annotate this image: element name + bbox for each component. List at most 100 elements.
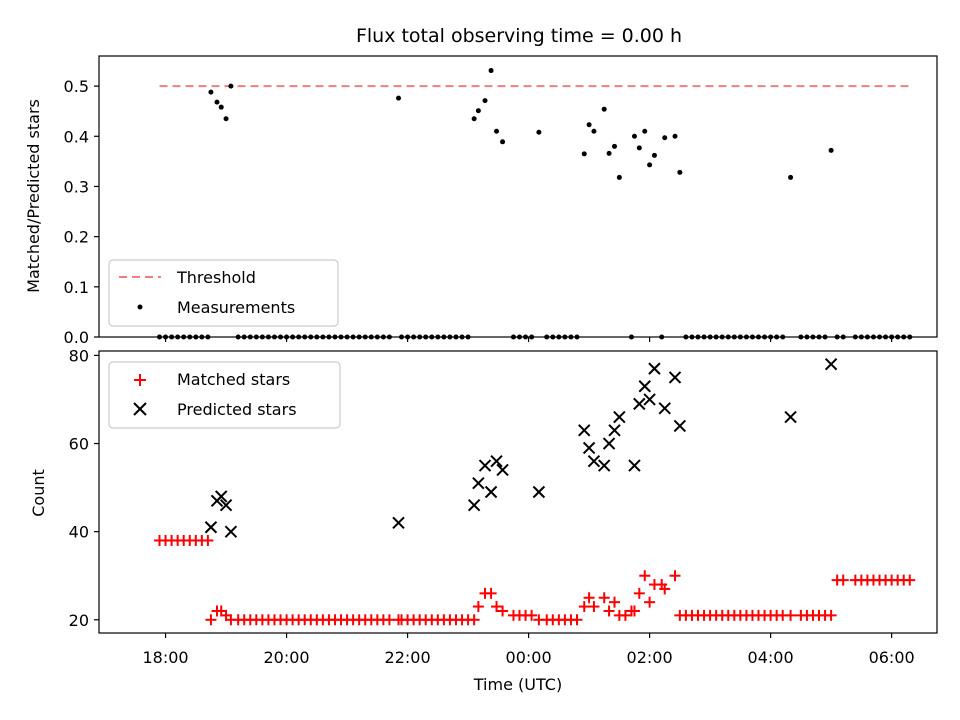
predicted-marker-stroke — [628, 459, 641, 472]
predicted-marker-stroke — [602, 437, 616, 450]
predicted-star-marker — [628, 459, 641, 472]
legend-predicted-label: Predicted stars — [177, 400, 297, 419]
legend-measurements-label: Measurements — [177, 298, 295, 317]
predicted-star-marker — [392, 516, 405, 530]
measurement-point — [471, 116, 477, 122]
matched-star-marker — [603, 605, 615, 617]
matched-star-marker — [205, 614, 217, 626]
matched-star-marker — [588, 601, 600, 613]
predicted-star-marker — [484, 485, 498, 499]
predicted-star-marker — [658, 402, 671, 415]
legend-threshold-label: Threshold — [176, 268, 256, 287]
bottom-panel-marks — [154, 358, 916, 626]
predicted-marker-stroke — [648, 362, 661, 375]
predicted-marker-stroke — [204, 521, 218, 534]
predicted-marker-stroke — [472, 476, 485, 490]
top-y-tick-label: 0.0 — [64, 328, 89, 347]
x-tick-label: 20:00 — [264, 648, 310, 667]
top-legend: Threshold Measurements — [108, 259, 339, 327]
bottom-y-tick-label: 60 — [69, 435, 89, 454]
top-legend-box — [108, 259, 339, 327]
measurement-point — [616, 174, 622, 180]
matched-star-marker — [825, 609, 837, 621]
predicted-marker-stroke — [613, 410, 626, 424]
x-tick-label: 04:00 — [748, 648, 794, 667]
bottom-legend-box — [108, 361, 341, 429]
predicted-marker-stroke — [598, 459, 611, 472]
predicted-marker-stroke — [219, 499, 233, 512]
predicted-star-marker — [613, 410, 626, 424]
predicted-star-marker — [668, 371, 682, 384]
top-y-tick-label: 0.4 — [64, 127, 89, 146]
bottom-y-axis-label: Count — [29, 469, 48, 517]
legend-matched-swatch — [134, 374, 146, 386]
predicted-star-marker — [582, 441, 596, 455]
predicted-star-marker — [643, 393, 656, 406]
predicted-marker-stroke — [784, 410, 797, 424]
predicted-marker-stroke — [490, 454, 503, 468]
predicted-star-marker — [215, 490, 228, 503]
matched-star-marker — [571, 614, 583, 626]
matched-star-marker — [669, 570, 681, 582]
matched-star-marker — [491, 601, 503, 613]
predicted-star-marker — [648, 362, 661, 375]
predicted-star-marker — [219, 499, 233, 512]
predicted-marker-stroke — [582, 441, 596, 455]
matched-star-marker — [202, 534, 214, 546]
top-y-tick-label: 0.5 — [64, 77, 89, 96]
predicted-star-marker — [578, 424, 591, 437]
predicted-marker-stroke — [824, 358, 838, 371]
measurement-point — [586, 122, 592, 128]
predicted-star-marker — [673, 419, 687, 433]
x-tick-label: 18:00 — [143, 648, 189, 667]
measurement-point — [642, 128, 648, 134]
predicted-marker-stroke — [532, 485, 546, 499]
predicted-star-marker — [784, 410, 797, 424]
matched-star-marker — [578, 601, 590, 613]
top-y-tick-label: 0.2 — [64, 228, 89, 247]
predicted-star-marker — [598, 459, 611, 472]
matched-star-marker — [472, 601, 484, 613]
measurement-point — [612, 143, 618, 149]
measurement-point — [672, 133, 678, 139]
matched-star-marker — [468, 614, 480, 626]
bottom-y-tick-label: 20 — [69, 611, 89, 630]
x-tick-label: 06:00 — [869, 648, 915, 667]
matched-star-marker — [633, 587, 645, 599]
x-tick-label: 00:00 — [506, 648, 552, 667]
predicted-star-marker — [490, 454, 503, 468]
matched-star-marker — [497, 605, 509, 617]
measurement-point — [631, 133, 637, 139]
predicted-marker-stroke — [668, 371, 682, 384]
matched-star-marker — [785, 609, 797, 621]
matched-star-marker — [659, 583, 671, 595]
bottom-legend: Matched stars Predicted stars — [108, 361, 341, 429]
measurement-point — [488, 68, 494, 74]
matched-star-marker — [598, 592, 610, 604]
measurement-point — [475, 108, 481, 114]
matched-star-marker — [644, 596, 656, 608]
predicted-marker-stroke — [224, 525, 238, 538]
measurement-point — [606, 150, 612, 156]
predicted-marker-stroke — [484, 485, 498, 499]
measurement-point — [396, 95, 402, 101]
predicted-star-marker — [472, 476, 485, 490]
measurement-point — [536, 129, 542, 135]
bottom-y-axis-ticks: 20 40 60 80 — [69, 346, 99, 630]
predicted-marker-stroke — [215, 490, 228, 503]
x-axis-label: Time (UTC) — [473, 675, 562, 694]
bottom-y-tick-label: 40 — [69, 523, 89, 542]
legend-measurements-swatch — [137, 304, 143, 310]
bottom-panel-frame — [98, 350, 938, 634]
predicted-star-marker — [478, 459, 492, 472]
predicted-star-marker — [532, 485, 546, 499]
matched-star-marker — [837, 574, 849, 586]
predicted-star-marker — [204, 521, 218, 534]
predicted-star-marker — [587, 454, 601, 468]
matched-star-marker — [583, 592, 595, 604]
predicted-marker-stroke — [467, 499, 481, 512]
top-y-tick-label: 0.1 — [64, 278, 89, 297]
matched-star-marker — [628, 605, 640, 617]
bottom-x-axis-ticks: 18:00 20:00 22:00 00:00 02:00 04:00 06:00 — [143, 633, 915, 667]
